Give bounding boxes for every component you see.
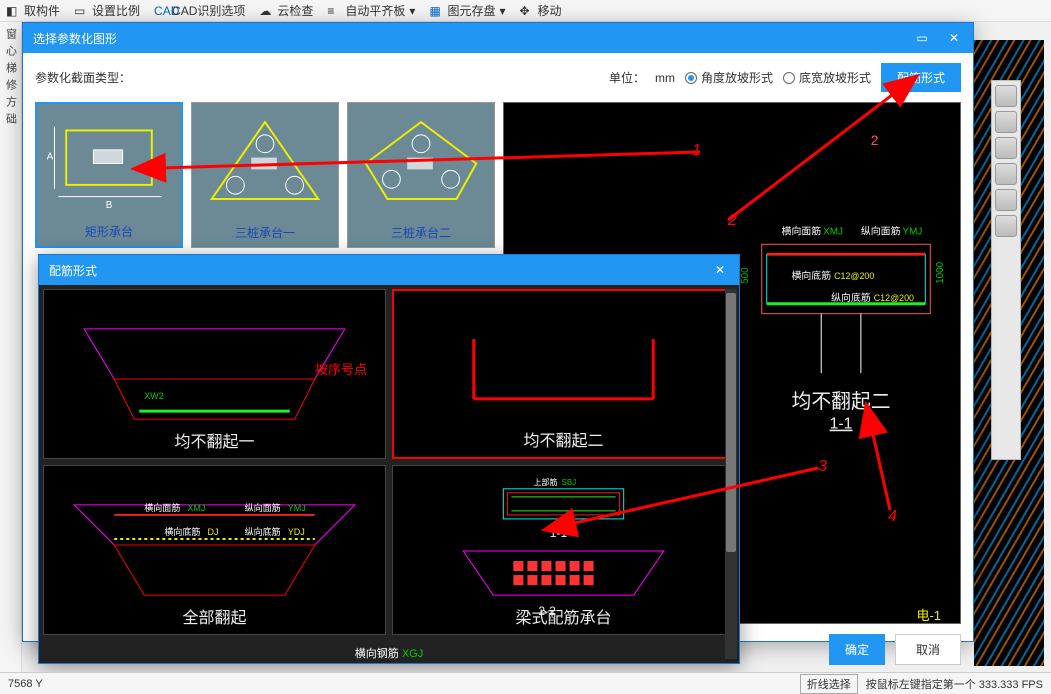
status-mode[interactable]: 折线选择 xyxy=(800,674,858,694)
reinforce-style-button[interactable]: 配筋形式 xyxy=(881,63,961,92)
thumb-label: 三桩承台一 xyxy=(235,224,295,241)
svg-text:YDJ: YDJ xyxy=(288,527,305,537)
svg-text:1-1: 1-1 xyxy=(550,526,568,540)
thumb-tri-cap-1[interactable]: 三桩承台一 xyxy=(191,102,339,248)
svg-text:横向面筋: 横向面筋 xyxy=(144,502,180,513)
tb-set-scale[interactable]: ▭设置比例 xyxy=(74,2,140,19)
tb-save-elem[interactable]: ▦图元存盘▾ xyxy=(429,2,505,19)
viewcircle-icon[interactable] xyxy=(995,215,1017,237)
cloud-icon: ☁ xyxy=(259,4,273,18)
scrollbar[interactable] xyxy=(725,289,737,659)
dialog2-title: 配筋形式 xyxy=(49,262,97,279)
ok-button[interactable]: 确定 xyxy=(829,634,885,665)
cad-icon: CAD xyxy=(154,4,168,18)
tb-cad-options[interactable]: CADCAD识别选项 xyxy=(154,2,245,19)
status-left: 7568 Y xyxy=(8,678,43,690)
unit-label: 单位： xyxy=(609,69,645,86)
svg-text:A: A xyxy=(47,152,54,163)
section-type-label: 参数化截面类型： xyxy=(35,69,131,86)
scroll-thumb[interactable] xyxy=(726,293,736,552)
annot-1: 1 xyxy=(692,142,701,160)
status-bar: 7568 Y 折线选择 按鼠标左键指定第一个 333.333 FPS xyxy=(0,672,1051,694)
dialog1-title: 选择参数化图形 xyxy=(33,30,117,47)
tb-cloud-check[interactable]: ☁云检查 xyxy=(259,2,313,19)
svg-text:均不翻起二: 均不翻起二 xyxy=(792,391,891,413)
cell-label: 均不翻起二 xyxy=(394,427,733,451)
svg-text:横向底筋: 横向底筋 xyxy=(164,526,200,537)
scale-icon: ▭ xyxy=(74,4,88,18)
tb-move[interactable]: ✥移动 xyxy=(519,2,561,19)
note-text: 按序号点 xyxy=(315,359,367,378)
viewbox3-icon[interactable] xyxy=(995,189,1017,211)
bg-label: 电-1 xyxy=(916,605,941,624)
view-cube-panel[interactable] xyxy=(991,80,1021,460)
tb-get-component[interactable]: ◧取构件 xyxy=(6,2,60,19)
svg-text:纵向底筋: 纵向底筋 xyxy=(245,526,281,537)
status-right: 按鼠标左键指定第一个 333.333 FPS xyxy=(866,676,1043,692)
cancel-button[interactable]: 取消 xyxy=(895,634,961,665)
component-icon: ◧ xyxy=(6,4,20,18)
svg-text:C12@200: C12@200 xyxy=(874,293,914,303)
annot-2: 2 xyxy=(728,212,737,230)
dialog2-titlebar[interactable]: 配筋形式 ✕ xyxy=(39,255,739,285)
svg-text:XMJ: XMJ xyxy=(187,503,205,513)
close-icon[interactable]: ✕ xyxy=(711,263,729,277)
svg-text:2: 2 xyxy=(871,132,879,148)
cell-label: 均不翻起一 xyxy=(44,428,385,452)
style-cell-2[interactable]: 均不翻起二 xyxy=(392,289,735,459)
thumb-rect-cap[interactable]: B A 矩形承台 xyxy=(35,102,183,248)
svg-text:YMJ: YMJ xyxy=(903,226,923,237)
viewbox-icon[interactable] xyxy=(995,137,1017,159)
annot-4: 4 xyxy=(888,508,897,526)
thumb-label: 三桩承台二 xyxy=(391,224,451,241)
view3d-icon[interactable] xyxy=(995,111,1017,133)
cell-label: 全部翻起 xyxy=(44,604,385,628)
style-cell-3[interactable]: 横向面筋 XMJ 纵向面筋 YMJ 横向底筋 DJ 纵向底筋 YDJ 全部翻起 xyxy=(43,465,386,635)
close-icon[interactable]: ✕ xyxy=(945,31,963,45)
viewcube-icon[interactable] xyxy=(995,85,1017,107)
svg-text:1000: 1000 xyxy=(935,261,946,284)
svg-text:纵向面筋: 纵向面筋 xyxy=(245,502,281,513)
svg-text:500: 500 xyxy=(740,267,751,284)
svg-text:XMJ: XMJ xyxy=(823,226,843,237)
main-toolbar: ◧取构件 ▭设置比例 CADCAD识别选项 ☁云检查 ≡自动平齐板▾ ▦图元存盘… xyxy=(0,0,1051,22)
svg-text:DJ: DJ xyxy=(207,527,218,537)
annot-3: 3 xyxy=(818,458,827,476)
svg-text:上部筋: 上部筋 xyxy=(533,477,557,487)
style-cell-4[interactable]: 上部筋SBJ 1-1 2-2 梁式配筋承台 xyxy=(392,465,735,635)
radio-width-slope[interactable]: 底宽放坡形式 xyxy=(783,69,871,86)
cell-label: 梁式配筋承台 xyxy=(393,604,734,628)
svg-text:B: B xyxy=(106,200,112,211)
tb-auto-level[interactable]: ≡自动平齐板▾ xyxy=(327,2,415,19)
svg-text:纵向底筋: 纵向底筋 xyxy=(831,291,871,304)
thumb-tri-cap-2[interactable]: 三桩承台二 xyxy=(347,102,495,248)
left-tool-strip: 窗心梯修方础 xyxy=(0,22,22,672)
svg-text:YMJ: YMJ xyxy=(288,503,306,513)
reinforce-style-dialog: 配筋形式 ✕ XW2 均不翻起一 均不翻起二 xyxy=(38,254,740,664)
bottom-rebar-label: 横向钢筋 XGJ xyxy=(355,645,423,661)
svg-text:纵向面筋: 纵向面筋 xyxy=(861,224,901,237)
unit-value: mm xyxy=(655,71,675,85)
svg-text:横向面筋: 横向面筋 xyxy=(782,224,822,237)
svg-text:SBJ: SBJ xyxy=(561,478,576,487)
svg-text:横向底筋: 横向底筋 xyxy=(791,269,831,282)
minimize-icon[interactable]: ▭ xyxy=(913,31,931,45)
svg-text:1-1: 1-1 xyxy=(830,416,853,433)
radio-angle-slope[interactable]: 角度放坡形式 xyxy=(685,69,773,86)
viewbox2-icon[interactable] xyxy=(995,163,1017,185)
save-icon: ▦ xyxy=(429,4,443,18)
level-icon: ≡ xyxy=(327,4,341,18)
svg-text:C12@200: C12@200 xyxy=(834,271,874,281)
dialog1-titlebar[interactable]: 选择参数化图形 ▭ ✕ xyxy=(23,23,973,53)
move-icon: ✥ xyxy=(519,4,533,18)
svg-text:XW2: XW2 xyxy=(144,391,164,401)
thumb-label: 矩形承台 xyxy=(85,223,133,240)
